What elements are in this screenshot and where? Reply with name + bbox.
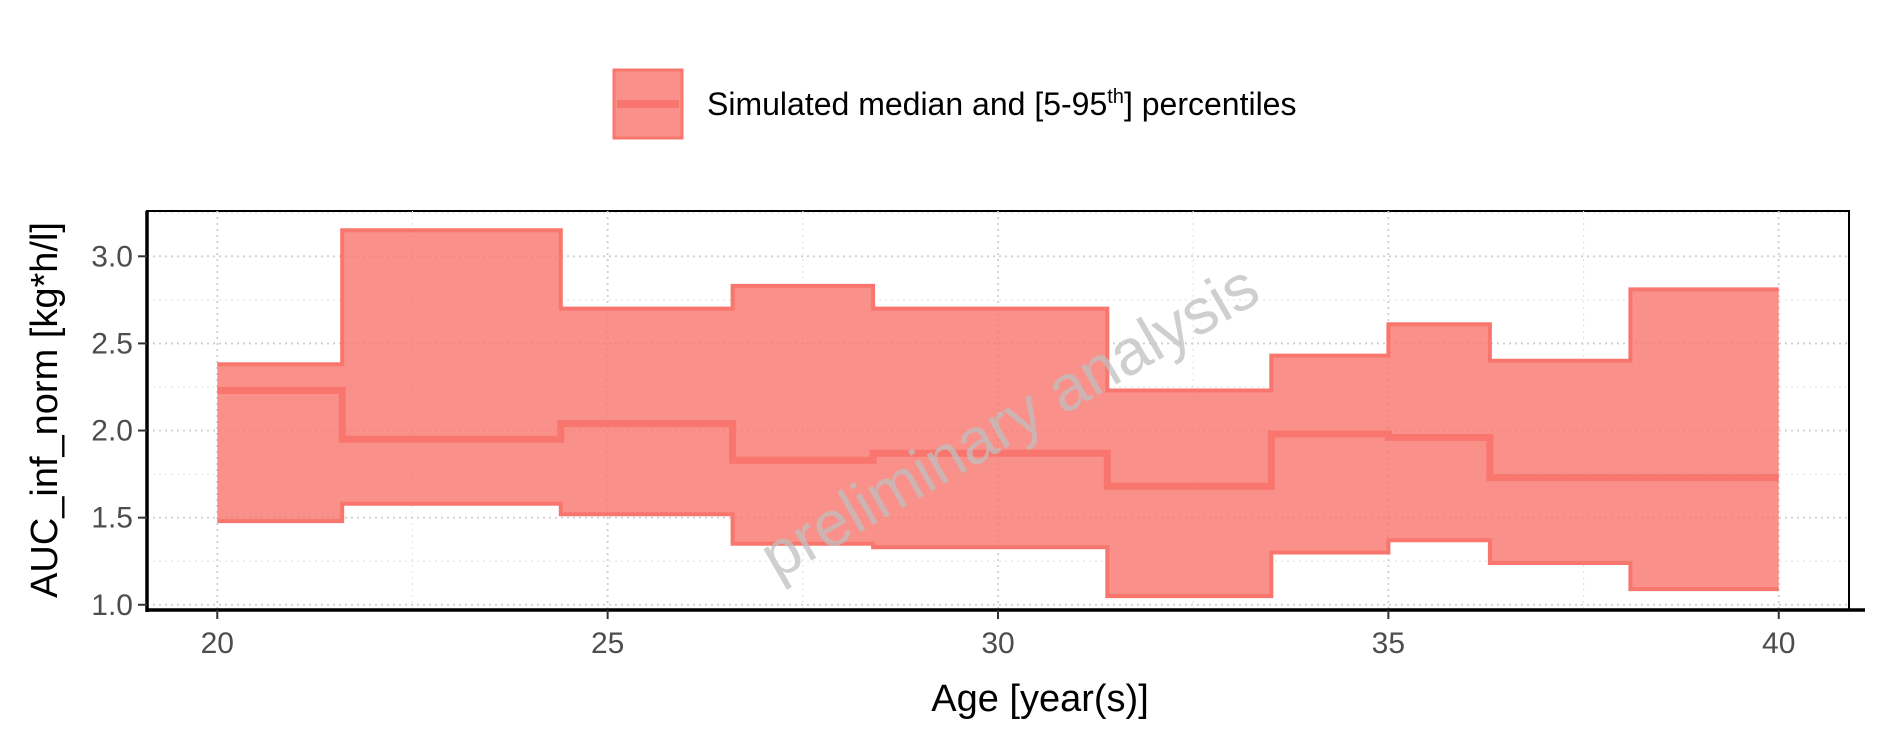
percentile-band-layer: [217, 228, 1779, 599]
upper-percentile-line: [217, 228, 1779, 393]
y-tick-label: 3.0: [91, 240, 133, 273]
legend-label-superscript: th: [1107, 86, 1124, 108]
y-axis-ticks: 1.0 1.5 2.0 2.5 3.0: [91, 240, 147, 622]
y-tick-label: 1.0: [91, 589, 133, 622]
legend-label-main: Simulated median and [5-95: [707, 86, 1107, 122]
percentile-band: [217, 230, 1779, 597]
y-tick-label: 1.5: [91, 502, 133, 535]
median-line-layer: [217, 387, 1779, 490]
x-tick-label: 25: [591, 627, 624, 660]
legend-label: Simulated median and [5-95th] percentile…: [707, 86, 1296, 122]
x-axis-ticks: 20 25 30 35 40: [201, 610, 1795, 660]
legend-label-end: ] percentiles: [1124, 86, 1297, 122]
legend: Simulated median and [5-95th] percentile…: [612, 68, 1296, 140]
x-axis-title: Age [year(s)]: [931, 678, 1149, 720]
x-tick-label: 35: [1372, 627, 1405, 660]
plot-area: preliminary analysis: [145, 210, 1865, 612]
y-tick-label: 2.5: [91, 327, 133, 360]
x-tick-label: 40: [1762, 627, 1795, 660]
x-tick-label: 30: [981, 627, 1014, 660]
y-axis-title: AUC_inf_norm [kg*h/l]: [24, 222, 66, 598]
y-tick-label: 2.0: [91, 415, 133, 448]
median-line: [217, 387, 1779, 490]
lower-percentile-line: [217, 501, 1779, 599]
x-tick-label: 20: [201, 627, 234, 660]
